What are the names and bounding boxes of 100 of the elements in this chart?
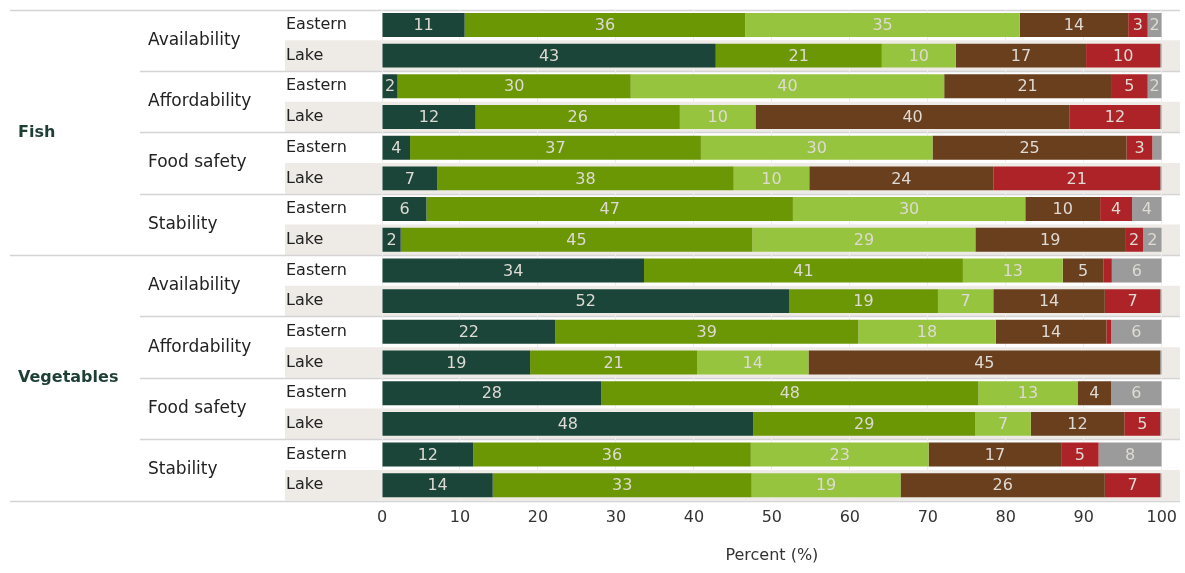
data-label: 2 <box>1149 15 1160 35</box>
bar <box>397 74 631 99</box>
data-label: 41 <box>793 260 814 280</box>
x-tick-label: 0 <box>376 507 388 527</box>
bar <box>1111 74 1148 99</box>
bar <box>1103 258 1112 283</box>
data-label: 36 <box>594 15 616 35</box>
data-label: 12 <box>1104 107 1126 127</box>
data-label: 6 <box>399 199 410 219</box>
bar <box>975 227 1126 252</box>
data-label: 5 <box>1074 444 1085 464</box>
bar <box>473 442 751 467</box>
data-label: 19 <box>815 475 837 495</box>
bar <box>752 227 976 252</box>
bar <box>1019 12 1129 37</box>
text: Stability <box>148 458 218 479</box>
bar <box>937 289 994 314</box>
data-label: 7 <box>960 291 971 311</box>
data-label: 11 <box>413 15 434 35</box>
data-label: 6 <box>1131 260 1142 280</box>
data-label: 4 <box>1141 199 1153 219</box>
data-label: 48 <box>557 414 579 434</box>
bar <box>978 381 1078 406</box>
bar <box>679 105 756 129</box>
bar <box>1104 473 1161 498</box>
data-label: 2 <box>1128 229 1140 249</box>
bar <box>1111 319 1162 344</box>
data-label: 10 <box>908 45 930 65</box>
data-label: 36 <box>601 444 623 464</box>
data-label: 22 <box>458 321 479 341</box>
text: Availability <box>148 28 241 49</box>
bar <box>858 319 996 344</box>
bar <box>1061 442 1099 467</box>
bar <box>1077 381 1112 406</box>
data-label: 28 <box>481 383 502 403</box>
data-label: 26 <box>992 475 1013 495</box>
data-label: 29 <box>854 414 875 434</box>
y-tick-label: Lake <box>286 44 324 64</box>
data-label: 10 <box>707 107 728 127</box>
bar <box>962 258 1063 283</box>
bar <box>382 381 602 406</box>
data-label: 14 <box>1038 291 1060 311</box>
data-label: 8 <box>1125 444 1136 464</box>
data-label: 12 <box>417 444 439 464</box>
bar <box>928 442 1062 467</box>
bar <box>492 473 752 498</box>
data-label: 14 <box>1063 15 1085 35</box>
y-tick-label: Eastern <box>286 136 347 156</box>
bar <box>955 43 1087 68</box>
data-label: 45 <box>566 229 587 249</box>
bar <box>753 411 976 436</box>
bar <box>382 319 556 344</box>
data-label: 10 <box>1052 199 1073 219</box>
bar <box>555 319 859 344</box>
bar <box>1069 105 1161 129</box>
bar <box>995 319 1107 344</box>
data-label: 4 <box>1111 199 1122 219</box>
x-tick-label: 40 <box>683 507 705 527</box>
bar <box>1062 258 1104 283</box>
text: Availability <box>148 274 241 295</box>
data-label: 39 <box>696 321 717 341</box>
bar <box>1111 381 1162 406</box>
data-label: 43 <box>538 45 560 65</box>
data-label: 29 <box>853 229 875 249</box>
bar <box>530 350 698 375</box>
bar <box>1086 43 1161 68</box>
text: Affordability <box>148 90 252 111</box>
x-tick-label: 90 <box>1073 507 1094 527</box>
data-label: 6 <box>1131 383 1142 403</box>
data-label: 10 <box>1112 45 1134 65</box>
data-label: 38 <box>575 168 596 188</box>
data-label: 5 <box>1124 76 1135 96</box>
data-label: 14 <box>1040 321 1062 341</box>
bar <box>715 43 882 68</box>
data-label: 47 <box>599 199 620 219</box>
data-label: 34 <box>503 260 524 280</box>
bar <box>1098 442 1162 467</box>
data-label: 13 <box>1017 383 1039 403</box>
bar <box>750 442 929 467</box>
x-tick-label: 30 <box>605 507 627 527</box>
data-label: 2 <box>386 229 397 249</box>
data-label: 7 <box>997 414 1009 434</box>
x-tick-label: 10 <box>449 507 471 527</box>
data-label: 13 <box>1002 260 1023 280</box>
bar <box>382 350 531 375</box>
bar <box>993 289 1105 314</box>
text: Food safety <box>148 396 247 417</box>
y-tick-label: Lake <box>286 413 324 433</box>
bar <box>697 350 809 375</box>
bar <box>792 197 1026 222</box>
x-tick-label: 100 <box>1146 507 1177 527</box>
data-label: 7 <box>1127 291 1138 311</box>
data-label: 40 <box>777 76 798 96</box>
data-label: 24 <box>891 168 912 188</box>
bar <box>382 197 427 222</box>
data-label: 7 <box>404 168 416 188</box>
bar <box>382 473 493 498</box>
x-tick-label: 70 <box>917 507 938 527</box>
y-tick-label: Eastern <box>286 259 347 279</box>
data-label: 21 <box>603 352 624 372</box>
